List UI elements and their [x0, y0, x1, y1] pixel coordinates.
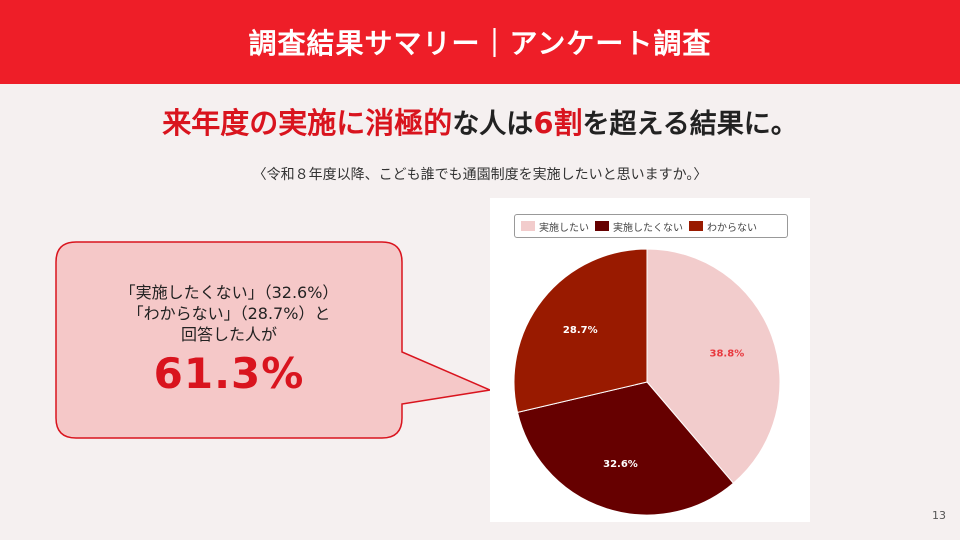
- legend-swatch: [689, 221, 703, 231]
- pie-slice-label: 38.8%: [710, 349, 745, 360]
- pie-chart-panel: 実施したい 実施したくない わからない 38.8% 32.6% 28.7%: [490, 198, 810, 522]
- callout-line-3: 回答した人が: [180, 325, 277, 344]
- pie-chart: 38.8% 32.6% 28.7%: [513, 248, 781, 516]
- legend-item: 実施したくない: [595, 219, 683, 234]
- headline-emphasis-2: 6割: [533, 106, 583, 140]
- legend-swatch: [521, 221, 535, 231]
- headline-emphasis-1: 来年度の実施に消極的: [162, 106, 453, 140]
- legend-item: わからない: [689, 219, 757, 234]
- callout-shape: [55, 241, 493, 439]
- pie-slice: [516, 381, 735, 516]
- callout-line-2: 「わからない」（28.7%）と: [127, 304, 331, 323]
- header-bar: 調査結果サマリー｜アンケート調査: [0, 0, 960, 84]
- pie-slice: [646, 248, 781, 484]
- page-title: 調査結果サマリー｜アンケート調査: [248, 27, 712, 60]
- legend-label: 実施したくない: [613, 222, 683, 234]
- legend-label: わからない: [707, 222, 757, 234]
- headline-text-1: な人は: [452, 109, 534, 140]
- headline-text-2: を超える結果に。: [582, 109, 798, 140]
- callout-text: 「実施したくない」（32.6%） 「わからない」（28.7%）と 回答した人が …: [58, 282, 400, 401]
- legend-item: 実施したい: [521, 219, 589, 234]
- legend-label: 実施したい: [539, 222, 589, 234]
- headline: 来年度の実施に消極的な人は6割を超える結果に。: [0, 100, 960, 142]
- pie-slice-label: 28.7%: [563, 325, 598, 336]
- pie-slice-label: 32.6%: [603, 459, 638, 470]
- callout-line-1: 「実施したくない」（32.6%）: [119, 283, 339, 302]
- pie-slice: [513, 248, 648, 414]
- callout-total-value: 61.3%: [153, 349, 305, 398]
- chart-legend: 実施したい 実施したくない わからない: [514, 214, 788, 238]
- legend-swatch: [595, 221, 609, 231]
- survey-question: 〈令和８年度以降、こども誰でも通園制度を実施したいと思いますか。〉: [252, 167, 708, 183]
- page-number: 13: [932, 509, 946, 522]
